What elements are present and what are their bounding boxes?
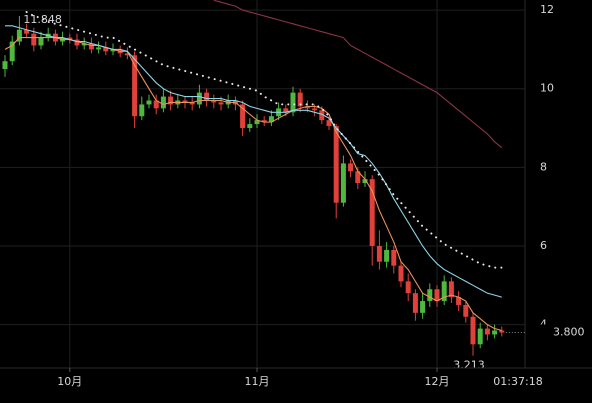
moving-average-line	[213, 0, 503, 149]
candle-body	[463, 304, 469, 317]
candle-body	[261, 120, 267, 123]
x-tick-label: 10月	[57, 375, 82, 388]
candle-body	[218, 102, 224, 105]
candle-body	[211, 100, 217, 103]
candle-body	[304, 106, 310, 109]
candle-body	[420, 301, 426, 313]
candle-body	[254, 120, 260, 125]
candle-body	[348, 163, 354, 172]
last-price-label: 3.800	[553, 325, 585, 338]
candle-body	[139, 104, 145, 117]
candle-body	[31, 33, 37, 46]
candle-body	[168, 96, 174, 105]
y-tick-label: 12	[540, 3, 554, 16]
candle-body	[189, 102, 195, 105]
candle-body	[110, 49, 116, 52]
candle-body	[391, 249, 397, 266]
candle-body	[355, 171, 361, 184]
candle-body	[153, 100, 159, 109]
candle-body	[132, 55, 138, 117]
candle-body	[67, 37, 73, 40]
candle-body	[2, 61, 8, 70]
candle-body	[484, 328, 490, 335]
candle-body	[38, 37, 44, 46]
candle-body	[290, 92, 296, 113]
candle-body	[456, 297, 462, 305]
candle-body	[297, 92, 303, 107]
candle-body	[384, 249, 390, 262]
candle-body	[340, 163, 346, 203]
candle-body	[81, 43, 87, 46]
y-tick-label: 6	[540, 239, 547, 252]
candle-body	[412, 293, 418, 313]
axes: 4 6 8 10 12 10月 11月 12月 3.800 01:37:18	[57, 3, 592, 388]
candle-body	[312, 108, 318, 111]
candle-body	[96, 47, 102, 50]
y-tick-label: 10	[540, 82, 554, 95]
candle-body	[405, 281, 411, 294]
candle-body	[499, 330, 505, 333]
candle-body	[74, 39, 80, 46]
candle-body	[124, 53, 130, 56]
candle-body	[326, 120, 332, 127]
min-label: 3.213	[453, 359, 485, 372]
candle-body	[9, 41, 15, 62]
grid	[0, 0, 525, 368]
candle-body	[88, 43, 94, 50]
candle-body	[319, 110, 325, 121]
y-tick-label: 8	[540, 160, 547, 173]
y-tick-label: 4	[540, 318, 547, 331]
last-price-box	[527, 324, 592, 341]
candle-body	[369, 179, 375, 246]
candle-body	[398, 265, 404, 282]
candle-body	[427, 289, 433, 302]
candle-body	[441, 281, 447, 302]
candle-body	[333, 126, 339, 203]
candle-body	[103, 47, 109, 52]
candle-body	[362, 179, 368, 184]
max-label: 11.848	[23, 13, 62, 26]
candle-body	[448, 281, 454, 298]
candle-body	[24, 29, 30, 34]
candle-body	[492, 330, 498, 335]
plot-area: 11.848 3.213	[2, 0, 505, 372]
candle-body	[204, 92, 210, 101]
candle-body	[247, 124, 253, 129]
candle-body	[182, 100, 188, 103]
candle-body	[160, 96, 166, 109]
moving-average-line	[4, 37, 502, 332]
candle-body	[470, 316, 476, 345]
candle-body	[16, 29, 22, 42]
candle-body	[376, 245, 382, 262]
candle-body	[434, 289, 440, 302]
candle-body	[477, 328, 483, 345]
countdown: 01:37:18	[493, 375, 542, 388]
moving-average-line	[5, 25, 502, 298]
x-tick-label: 11月	[245, 375, 270, 388]
candle-body	[268, 116, 274, 123]
x-tick-label: 12月	[425, 375, 450, 388]
candle-body	[283, 108, 289, 113]
candle-body	[240, 104, 246, 129]
moving-average-line	[25, 11, 503, 269]
candle-body	[146, 100, 152, 105]
candle-body	[196, 92, 202, 105]
